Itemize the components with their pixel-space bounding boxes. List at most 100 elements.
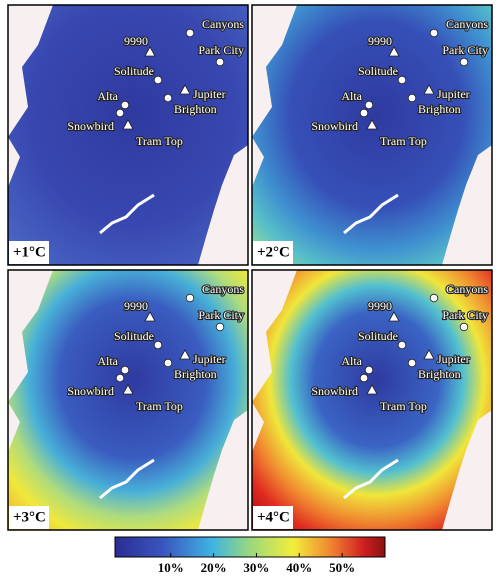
map-panel: +1°C Canyons 9990 Park City Solitude JupiterB…: [7, 4, 249, 266]
site-marker: [407, 358, 417, 368]
site-label: Canyons: [446, 282, 488, 296]
site-marker: [215, 57, 225, 67]
site-marker: [366, 119, 378, 130]
site-marker: [122, 384, 134, 395]
site-label: Tram Top: [380, 134, 427, 148]
site-label: Snowbird: [311, 384, 358, 398]
site-label: Alta: [341, 89, 362, 103]
colorbar-tick-label: 10%: [158, 560, 184, 575]
site-marker: [388, 311, 400, 322]
terrain: [8, 5, 248, 265]
site-label: Solitude: [358, 64, 398, 78]
site-label: Brighton: [418, 102, 461, 116]
colorbar: [114, 536, 386, 558]
panel-border: [251, 4, 493, 266]
site-label: Jupiter: [193, 87, 226, 101]
site-marker: [120, 365, 130, 375]
map-panel: +4°C Canyons 9990 Park City Solitude JupiterB…: [251, 269, 493, 531]
site-marker: [144, 311, 156, 322]
river: [343, 193, 399, 235]
site-marker: [407, 93, 417, 103]
site-label: Solitude: [114, 64, 154, 78]
site-marker: [153, 75, 163, 85]
site-marker: [179, 84, 191, 95]
site-label: Snowbird: [67, 384, 114, 398]
site-marker: [459, 57, 469, 67]
site-marker: [120, 100, 130, 110]
site-label: Alta: [97, 89, 118, 103]
site-label: Alta: [341, 354, 362, 368]
panel-border: [251, 269, 493, 531]
site-label: Tram Top: [380, 399, 427, 413]
site-label: Jupiter: [437, 352, 470, 366]
site-marker: [359, 108, 369, 118]
colorbar-tick-label: 40%: [286, 560, 312, 575]
site-marker: [366, 384, 378, 395]
panel-label: +4°C: [257, 509, 290, 525]
panel-label: +1°C: [13, 244, 46, 260]
site-marker: [185, 28, 195, 38]
site-label: 9990: [124, 299, 148, 313]
site-marker: [153, 340, 163, 350]
site-label: Canyons: [446, 17, 488, 31]
site-marker: [388, 46, 400, 57]
site-label: Park City: [442, 43, 488, 57]
site-label: Brighton: [174, 102, 217, 116]
site-label: Tram Top: [136, 134, 183, 148]
site-marker: [364, 100, 374, 110]
site-label: Brighton: [418, 367, 461, 381]
site-label: Brighton: [174, 367, 217, 381]
site-label: Park City: [198, 43, 244, 57]
site-marker: [423, 349, 435, 360]
panel-label-bg: [9, 241, 49, 264]
panel-label: +2°C: [257, 244, 290, 260]
site-label: Tram Top: [136, 399, 183, 413]
site-marker: [215, 322, 225, 332]
colorbar-tick-label: 30%: [243, 560, 269, 575]
site-marker: [144, 46, 156, 57]
colorbar-tick-label: 20%: [201, 560, 227, 575]
site-marker: [122, 119, 134, 130]
site-label: Solitude: [114, 329, 154, 343]
site-marker: [163, 358, 173, 368]
site-label: Jupiter: [437, 87, 470, 101]
site-label: 9990: [368, 299, 392, 313]
site-marker: [459, 322, 469, 332]
river: [99, 193, 155, 235]
panel-label-bg: [253, 506, 293, 529]
site-label: Jupiter: [193, 352, 226, 366]
site-marker: [163, 93, 173, 103]
site-label: Alta: [97, 354, 118, 368]
map-panel: +2°C Canyons 9990 Park City Solitude JupiterB…: [251, 4, 493, 266]
terrain: [252, 270, 492, 530]
site-marker: [185, 293, 195, 303]
site-label: Snowbird: [311, 119, 358, 133]
site-marker: [179, 349, 191, 360]
panel-label: +3°C: [13, 509, 46, 525]
site-label: Solitude: [358, 329, 398, 343]
site-marker: [115, 108, 125, 118]
site-label: 9990: [368, 34, 392, 48]
panel-border: [7, 4, 249, 266]
terrain: [252, 5, 492, 265]
site-marker: [423, 84, 435, 95]
site-label: Snowbird: [67, 119, 114, 133]
panel-label-bg: [253, 241, 293, 264]
site-marker: [397, 340, 407, 350]
site-label: Park City: [442, 308, 488, 322]
terrain: [8, 270, 248, 530]
site-marker: [397, 75, 407, 85]
site-marker: [429, 28, 439, 38]
map-panel: +3°C Canyons 9990 Park City Solitude JupiterB…: [7, 269, 249, 531]
panel-border: [7, 269, 249, 531]
colorbar-tick-label: 50%: [329, 560, 355, 575]
site-label: Park City: [198, 308, 244, 322]
river: [343, 458, 399, 500]
site-marker: [364, 365, 374, 375]
site-marker: [429, 293, 439, 303]
site-label: 9990: [124, 34, 148, 48]
panel-label-bg: [9, 506, 49, 529]
river: [99, 458, 155, 500]
site-label: Canyons: [202, 282, 244, 296]
